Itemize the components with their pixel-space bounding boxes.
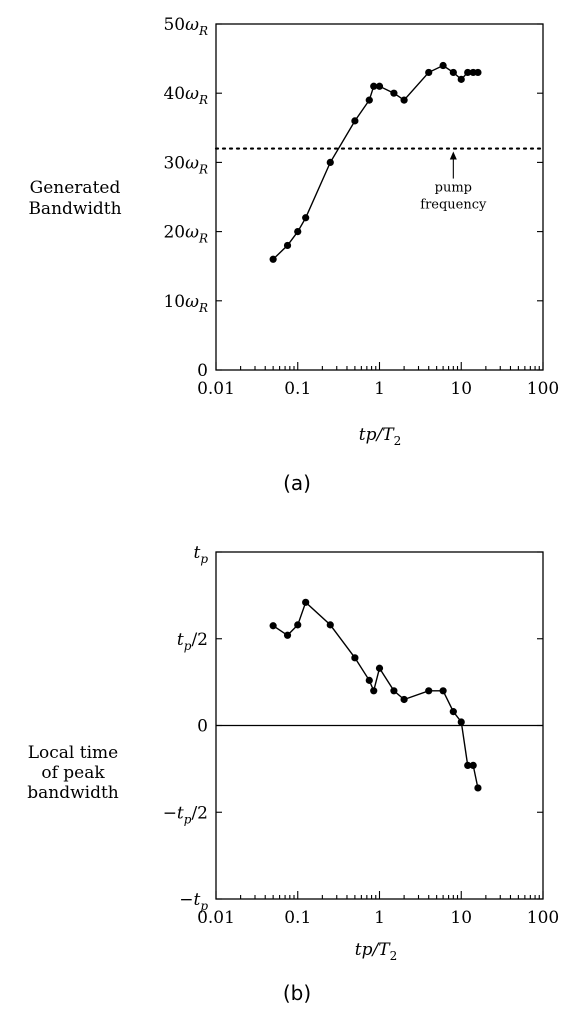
panel-a-x-axis-label: tp/T2 bbox=[359, 425, 401, 448]
y-tick-label: 30ωR bbox=[163, 153, 208, 176]
data-point bbox=[365, 96, 373, 104]
y-tick-label: 40ωR bbox=[163, 84, 208, 107]
data-point bbox=[400, 695, 408, 704]
y-tick-label: −tp/2 bbox=[163, 803, 208, 826]
panel-a-ylabel-line-2: Bandwidth bbox=[28, 199, 121, 219]
panel-a-bandwidth-chart: 0 10ωR 20ωR 30ωR 40ωR 50ωR 0.01 0.1 1 10 100 Gene… bbox=[28, 15, 559, 495]
panel-a-series-line bbox=[272, 64, 478, 260]
data-point bbox=[425, 68, 433, 77]
panel-b-ylabel-line-2: of peak bbox=[41, 763, 105, 783]
data-point bbox=[425, 687, 433, 695]
data-point bbox=[439, 687, 447, 695]
data-point bbox=[375, 664, 384, 672]
x-tick-label: 1 bbox=[374, 379, 385, 399]
panel-b-x-axis-label: tp/T2 bbox=[355, 940, 397, 963]
data-point bbox=[457, 718, 465, 726]
x-tick-label: 100 bbox=[527, 908, 559, 928]
y-tick-label: 0 bbox=[197, 717, 208, 737]
panel-a-ylabel-line-1: Generated bbox=[30, 178, 121, 198]
data-point bbox=[302, 598, 310, 606]
y-tick-label: 20ωR bbox=[163, 223, 208, 246]
data-point bbox=[326, 621, 334, 629]
data-point bbox=[449, 68, 457, 77]
data-point bbox=[351, 117, 359, 125]
panel-a-y-axis-label: Generated Bandwidth bbox=[28, 178, 121, 219]
panel-a-plot-frame bbox=[215, 23, 544, 371]
panel-b-y-axis-label: Local time of peak bandwidth bbox=[27, 743, 119, 803]
x-tick-label: 0.1 bbox=[284, 908, 311, 928]
panel-a-y-ticks: 0 10ωR 20ωR 30ωR 40ωR 50ωR bbox=[163, 15, 543, 381]
data-point bbox=[375, 82, 384, 90]
data-point bbox=[294, 621, 302, 629]
panel-a-data-points bbox=[269, 61, 482, 263]
panel-b-y-ticks: −tp −tp/2 0 tp/2 tp bbox=[163, 543, 543, 913]
panel-b-plot-frame bbox=[215, 551, 544, 900]
data-point bbox=[400, 96, 408, 104]
panel-b-data-points bbox=[269, 598, 482, 792]
data-point bbox=[390, 89, 398, 97]
data-point bbox=[370, 687, 378, 695]
annotation-line-1: pump bbox=[435, 181, 472, 196]
panel-b-peak-time-chart: −tp −tp/2 0 tp/2 tp 0.01 0.1 1 10 100 Local time… bbox=[27, 543, 559, 1005]
y-tick-label: −tp bbox=[179, 890, 208, 913]
y-tick-label: 0 bbox=[197, 361, 208, 381]
data-point bbox=[469, 761, 477, 770]
pump-frequency-arrow-icon bbox=[449, 151, 457, 179]
annotation-line-2: frequency bbox=[420, 198, 487, 213]
panel-a-x-ticks: 0.01 0.1 1 10 100 bbox=[197, 362, 559, 399]
data-point bbox=[365, 676, 373, 684]
pump-frequency-annotation: pump frequency bbox=[420, 181, 487, 213]
x-tick-label: 0.01 bbox=[197, 379, 235, 399]
data-point bbox=[326, 158, 334, 166]
x-tick-label: 0.01 bbox=[197, 908, 235, 928]
data-point bbox=[351, 654, 359, 662]
panel-b-x-ticks: 0.01 0.1 1 10 100 bbox=[197, 891, 559, 928]
data-point bbox=[302, 214, 310, 222]
data-point bbox=[269, 622, 277, 630]
data-point bbox=[449, 708, 457, 716]
panel-b-series-line bbox=[272, 601, 479, 789]
panel-b-ylabel-line-3: bandwidth bbox=[27, 783, 119, 803]
x-tick-label: 100 bbox=[527, 379, 559, 399]
x-tick-label: 0.1 bbox=[284, 379, 311, 399]
y-tick-label: 50ωR bbox=[163, 15, 208, 38]
data-point bbox=[390, 687, 398, 695]
panel-b-ylabel-line-1: Local time bbox=[28, 743, 118, 763]
data-point bbox=[474, 68, 482, 77]
data-point bbox=[464, 761, 472, 770]
data-point bbox=[283, 241, 292, 250]
data-point bbox=[294, 228, 302, 236]
panel-a-caption: (a) bbox=[283, 471, 311, 495]
data-point bbox=[283, 631, 292, 639]
x-tick-label: 10 bbox=[450, 379, 472, 399]
y-tick-label: tp/2 bbox=[177, 630, 208, 653]
data-point bbox=[474, 784, 482, 792]
x-tick-label: 10 bbox=[450, 908, 472, 928]
data-point bbox=[464, 68, 472, 77]
y-tick-label: tp bbox=[193, 543, 208, 566]
data-point bbox=[439, 61, 447, 70]
data-point bbox=[370, 82, 378, 90]
x-tick-label: 1 bbox=[374, 908, 385, 928]
data-point bbox=[457, 75, 465, 83]
y-tick-label: 10ωR bbox=[163, 292, 208, 315]
panel-b-caption: (b) bbox=[283, 981, 311, 1005]
data-point bbox=[269, 255, 277, 263]
